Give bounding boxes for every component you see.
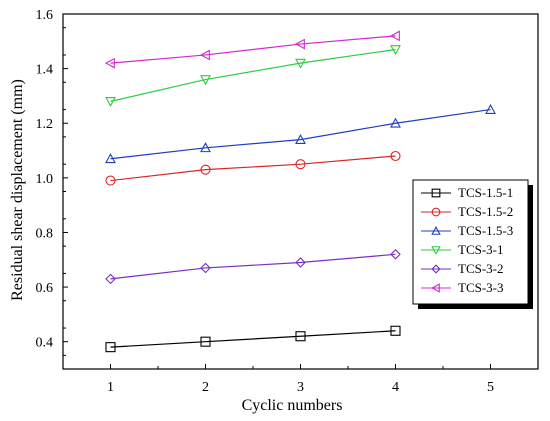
data-point bbox=[295, 331, 306, 342]
data-point bbox=[295, 159, 306, 170]
y-axis-title: Residual shear displacement (mm) bbox=[9, 79, 26, 301]
data-point bbox=[431, 264, 441, 274]
series-line bbox=[110, 155, 396, 182]
legend-label: TCS-1.5-1 bbox=[458, 185, 513, 200]
data-point bbox=[104, 57, 115, 69]
data-point bbox=[389, 30, 400, 42]
legend-item: TCS-3-3 bbox=[421, 280, 504, 295]
x-axis-title: Cyclic numbers bbox=[242, 397, 343, 414]
data-point bbox=[295, 58, 306, 69]
series-line bbox=[110, 48, 396, 102]
x-tick-label: 1 bbox=[107, 380, 114, 395]
legend-item: TCS-1.5-1 bbox=[421, 185, 513, 200]
data-point bbox=[431, 283, 440, 293]
legend: TCS-1.5-1 TCS-1.5-2 TCS-1.5-3 TCS-3-1 TCS-3-… bbox=[412, 179, 533, 309]
y-tick-label: 1.2 bbox=[36, 117, 54, 132]
series-tcs-3-2 bbox=[105, 249, 401, 285]
data-point bbox=[105, 342, 116, 353]
legend-label: TCS-3-2 bbox=[458, 261, 504, 276]
data-point bbox=[295, 257, 306, 268]
data-point bbox=[105, 175, 116, 186]
data-point bbox=[295, 133, 306, 144]
y-tick-label: 0.8 bbox=[36, 226, 54, 241]
series-tcs-3-1 bbox=[105, 45, 401, 108]
legend-label: TCS-1.5-2 bbox=[458, 204, 513, 219]
data-point bbox=[390, 45, 401, 56]
series-tcs-1-5-1 bbox=[105, 325, 401, 353]
series-line bbox=[110, 35, 396, 64]
legend-label: TCS-1.5-3 bbox=[458, 223, 513, 238]
x-tick-label: 5 bbox=[487, 380, 494, 395]
y-tick-label: 0.6 bbox=[36, 281, 54, 296]
x-tick-label: 4 bbox=[392, 380, 399, 395]
data-point bbox=[390, 249, 401, 260]
series-tcs-1-5-3 bbox=[105, 103, 496, 164]
series-layer bbox=[104, 30, 496, 353]
data-point bbox=[200, 142, 211, 153]
data-point bbox=[200, 75, 211, 86]
data-point bbox=[390, 325, 401, 336]
data-point bbox=[431, 188, 441, 198]
legend-item: TCS-3-1 bbox=[421, 242, 504, 257]
data-point bbox=[294, 38, 305, 50]
legend-item: TCS-1.5-2 bbox=[421, 204, 513, 219]
data-point bbox=[431, 207, 441, 217]
data-point bbox=[390, 117, 401, 128]
data-point bbox=[105, 97, 116, 108]
legend-item: TCS-1.5-3 bbox=[421, 223, 513, 238]
y-tick-label: 1.4 bbox=[36, 63, 54, 78]
data-point bbox=[105, 273, 116, 285]
series-tcs-1-5-2 bbox=[105, 150, 401, 186]
axis-layer: 1 2 3 4 5 0.4 0.6 0.8 1.0 1.2 1.4 1.6 bbox=[36, 8, 539, 395]
data-point bbox=[200, 336, 211, 347]
data-point bbox=[199, 49, 210, 61]
data-point bbox=[200, 164, 211, 175]
data-point bbox=[431, 226, 441, 235]
legend-label: TCS-3-1 bbox=[458, 242, 504, 257]
data-point bbox=[105, 153, 116, 164]
series-line bbox=[110, 108, 491, 160]
series-line bbox=[110, 253, 396, 280]
data-point bbox=[390, 150, 401, 162]
data-point bbox=[431, 246, 441, 255]
series-line bbox=[110, 330, 396, 348]
y-tick-label: 1.0 bbox=[36, 172, 54, 187]
data-point bbox=[200, 262, 211, 274]
x-tick-label: 2 bbox=[202, 380, 209, 395]
y-tick-label: 1.6 bbox=[36, 8, 54, 23]
legend-label: TCS-3-3 bbox=[458, 280, 504, 295]
legend-box bbox=[412, 179, 529, 305]
series-tcs-3-3 bbox=[104, 30, 400, 69]
data-point bbox=[485, 103, 496, 114]
x-tick-label: 3 bbox=[297, 380, 304, 395]
y-tick-label: 0.4 bbox=[36, 336, 54, 351]
legend-item: TCS-3-2 bbox=[421, 261, 504, 276]
